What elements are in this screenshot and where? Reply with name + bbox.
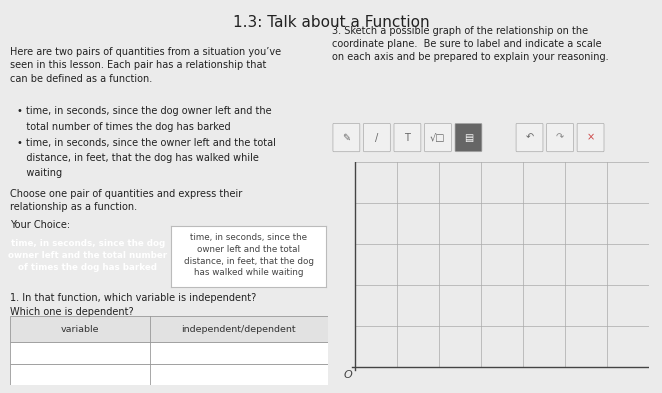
Text: total number of times the dog has barked: total number of times the dog has barked	[17, 122, 230, 132]
Text: • time, in seconds, since the dog owner left and the: • time, in seconds, since the dog owner …	[17, 106, 271, 116]
FancyBboxPatch shape	[577, 123, 604, 152]
Text: distance, in feet, that the dog has walked while: distance, in feet, that the dog has walk…	[17, 153, 258, 163]
Text: Here are two pairs of quantities from a situation you’ve
seen in this lesson. Ea: Here are two pairs of quantities from a …	[10, 47, 281, 84]
FancyBboxPatch shape	[516, 123, 543, 152]
Text: O: O	[344, 370, 352, 380]
Text: √□: √□	[430, 132, 446, 143]
Text: independent/dependent: independent/dependent	[181, 325, 296, 334]
Text: waiting: waiting	[17, 168, 62, 178]
FancyBboxPatch shape	[363, 123, 391, 152]
Text: time, in seconds, since the
owner left and the total
distance, in feet, that the: time, in seconds, since the owner left a…	[183, 233, 314, 277]
Text: ×: ×	[587, 132, 594, 143]
Text: /: /	[375, 132, 379, 143]
Text: ↷: ↷	[556, 132, 564, 143]
Text: • time, in seconds, since the owner left and the total: • time, in seconds, since the owner left…	[17, 138, 275, 147]
Text: T: T	[404, 132, 410, 143]
FancyBboxPatch shape	[333, 123, 360, 152]
Text: time, in seconds, since the dog
owner left and the total number
of times the dog: time, in seconds, since the dog owner le…	[8, 239, 167, 272]
FancyBboxPatch shape	[455, 123, 482, 152]
FancyBboxPatch shape	[394, 123, 421, 152]
Text: Choose one pair of quantities and express their
relationship as a function.: Choose one pair of quantities and expres…	[10, 189, 242, 212]
FancyBboxPatch shape	[547, 123, 573, 152]
Text: Your Choice:: Your Choice:	[10, 220, 70, 230]
FancyBboxPatch shape	[424, 123, 451, 152]
Text: ▤: ▤	[464, 132, 473, 143]
Bar	[10, 364, 328, 385]
Text: 1.3: Talk about a Function: 1.3: Talk about a Function	[232, 15, 430, 30]
Bar	[10, 342, 328, 364]
Text: 1. In that function, which variable is independent?: 1. In that function, which variable is i…	[10, 293, 256, 303]
Text: variable: variable	[61, 325, 99, 334]
Text: ✎: ✎	[342, 132, 350, 143]
Text: 3. Sketch a possible graph of the relationship on the
coordinate plane.  Be sure: 3. Sketch a possible graph of the relati…	[332, 26, 609, 62]
Text: ↶: ↶	[526, 132, 534, 143]
Bar	[10, 316, 328, 342]
Text: Which one is dependent?: Which one is dependent?	[10, 307, 134, 317]
